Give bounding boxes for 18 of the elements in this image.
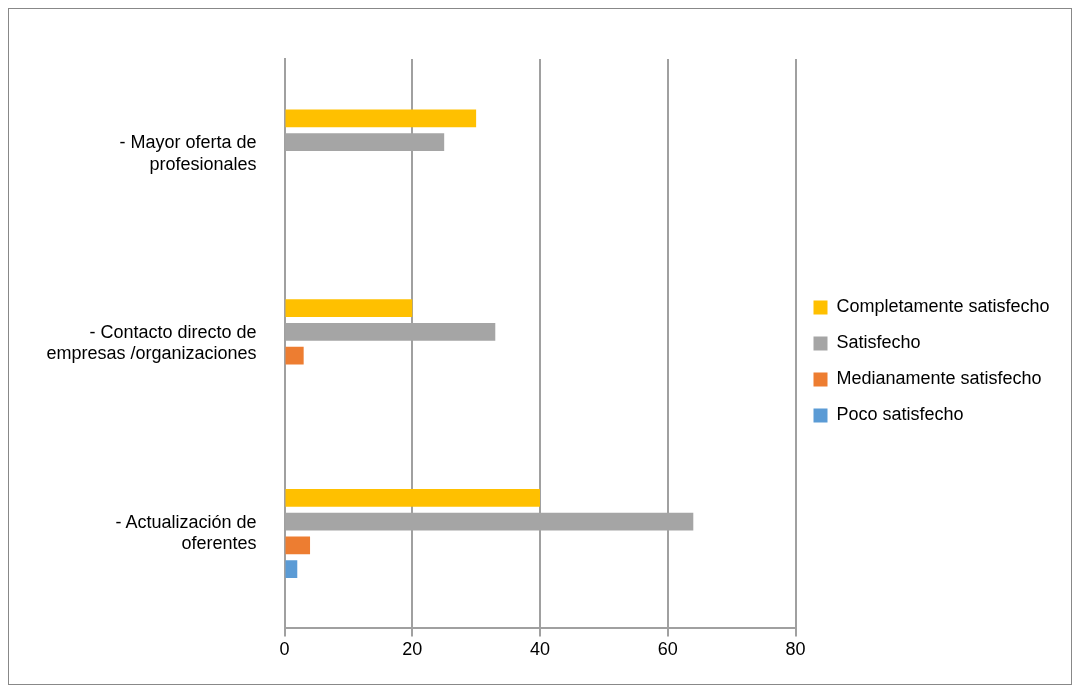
bar [285,299,413,318]
bar [285,536,311,555]
x-tick-label: 60 [657,639,678,660]
y-tick-label: - Mayor oferta de profesionales [119,132,257,174]
bar [285,109,477,128]
legend-label: Completamente satisfecho [836,296,1050,317]
x-tick-label: 80 [785,639,806,660]
legend-label: Satisfecho [836,332,921,353]
x-tick-label: 40 [529,639,551,660]
bar [285,346,304,365]
y-tick-label: - Actualización de oferentes [115,511,257,554]
x-tick-label: 20 [402,639,423,660]
legend-label: Poco satisfecho [836,404,964,425]
bar [285,560,298,578]
bar [285,489,540,507]
legend-label: Medianamente satisfecho [836,368,1042,389]
y-tick-label: - Contacto directo de empresas /organizaciones [46,321,257,364]
x-tick-label: 0 [279,639,290,660]
